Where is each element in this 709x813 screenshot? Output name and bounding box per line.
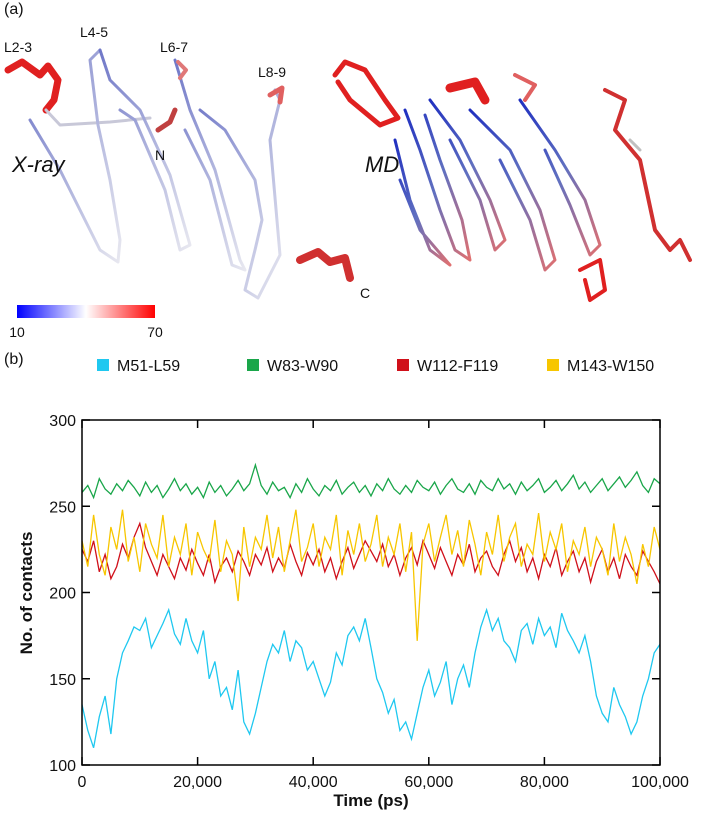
panel-label: (b): [4, 351, 24, 368]
colorbar-tick: 10: [9, 324, 25, 340]
x-axis-title: Time (ps): [333, 791, 408, 810]
y-tick-label: 250: [49, 499, 76, 516]
colorbar-tick: 70: [147, 324, 163, 340]
legend-swatch: [397, 359, 409, 371]
legend-swatch: [547, 359, 559, 371]
legend-swatch: [247, 359, 259, 371]
legend-swatch: [97, 359, 109, 371]
panel-label: (a): [4, 1, 24, 18]
x-tick-label: 80,000: [520, 774, 569, 791]
y-tick-label: 200: [49, 586, 76, 603]
x-tick-label: 100,000: [631, 774, 689, 791]
terminus-label: N: [155, 147, 165, 163]
x-tick-label: 40,000: [289, 774, 338, 791]
loop-label: L8-9: [258, 64, 286, 80]
y-axis-title: No. of contacts: [17, 532, 36, 655]
colorbar: [17, 305, 155, 318]
legend-label: M51-L59: [117, 358, 180, 375]
loop-label: L6-7: [160, 39, 188, 55]
structure-label: X-ray: [11, 152, 67, 177]
structure-label: MD: [365, 152, 399, 177]
legend-label: W83-W90: [267, 358, 338, 375]
plot-frame: [81, 419, 661, 766]
x-tick-label: 60,000: [404, 774, 453, 791]
x-tick-label: 0: [78, 774, 87, 791]
y-tick-label: 300: [49, 413, 76, 430]
data-line: [81, 509, 661, 641]
legend-label: W112-F119: [417, 358, 498, 375]
xray-structure: [4, 48, 354, 300]
terminus-label: C: [360, 285, 370, 301]
y-tick-label: 100: [49, 758, 76, 775]
y-tick-label: 150: [49, 672, 76, 689]
md-structure: [332, 59, 692, 302]
data-line: [81, 521, 661, 585]
x-tick-label: 20,000: [173, 774, 222, 791]
data-line: [81, 462, 661, 500]
loop-label: L2-3: [4, 39, 32, 55]
legend-label: M143-W150: [567, 358, 654, 375]
data-line: [81, 607, 661, 749]
loop-label: L4-5: [80, 24, 108, 40]
